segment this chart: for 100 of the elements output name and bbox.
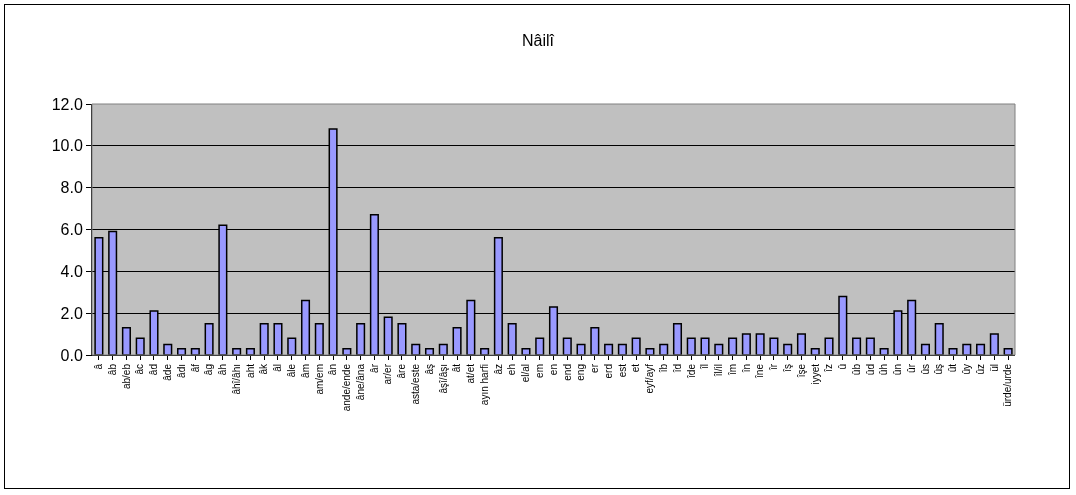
x-tick-label: est xyxy=(616,363,628,378)
x-tick-label: ûz xyxy=(974,364,986,375)
x-tick-label: at/et xyxy=(465,363,477,384)
y-tick-label: 4.0 xyxy=(60,262,83,280)
bar xyxy=(714,343,724,355)
x-tick-label: îl/il xyxy=(713,364,725,378)
y-tick-label: 10.0 xyxy=(51,137,83,155)
bar xyxy=(672,322,683,355)
x-tick-label: et xyxy=(630,363,642,373)
bar xyxy=(617,343,627,355)
x-tick-label: ande/ende xyxy=(341,363,353,412)
x-tick-label: îm xyxy=(726,364,738,377)
bar xyxy=(397,322,407,355)
x-tick-label: ûr xyxy=(905,363,917,373)
bar xyxy=(204,322,214,355)
bar xyxy=(741,333,751,355)
bar xyxy=(121,327,131,355)
x-tick-label: er xyxy=(589,363,601,373)
x-tick-label: ûh xyxy=(878,364,890,376)
x-tick-label: îne xyxy=(754,363,766,379)
bar xyxy=(920,343,930,355)
x-tick-label: âl xyxy=(272,364,284,372)
bar xyxy=(631,337,641,355)
x-tick-label: ân xyxy=(327,364,339,376)
bar xyxy=(962,343,972,355)
x-tick-label: âşî/âşı xyxy=(437,364,449,394)
x-tick-label: âde xyxy=(162,363,174,381)
x-tick-label: âf xyxy=(189,363,201,373)
bar xyxy=(976,343,986,355)
chart-title: Nâilî xyxy=(521,31,555,49)
x-tick-label: aht xyxy=(244,363,256,378)
x-tick-label: âc xyxy=(134,364,146,375)
bar xyxy=(604,343,614,355)
x-tick-label: îde xyxy=(685,363,697,379)
x-tick-label: âş xyxy=(423,364,435,375)
x-tick-label: â xyxy=(93,363,105,370)
bar xyxy=(438,343,448,355)
x-tick-label: ayın harfi xyxy=(478,364,490,406)
x-tick-label: eng xyxy=(575,364,587,381)
x-tick-label: âk xyxy=(258,363,270,375)
x-tick-label: âb xyxy=(106,363,118,376)
x-tick-label: eh xyxy=(506,364,518,376)
y-tick-label: 0.0 xyxy=(60,346,83,364)
bar xyxy=(796,333,807,355)
bar xyxy=(576,343,586,355)
bar xyxy=(948,347,958,355)
bar xyxy=(273,322,283,355)
bar xyxy=(163,343,173,355)
x-tick-label: end xyxy=(561,364,573,381)
x-tick-label: asta/este xyxy=(409,363,421,405)
x-tick-label: âd xyxy=(148,364,160,376)
bar xyxy=(700,337,710,355)
x-tick-label: îd xyxy=(671,364,683,374)
x-tick-label: en xyxy=(547,364,559,376)
x-tick-label: ar/er xyxy=(382,363,394,385)
x-tick-label: ab/eb xyxy=(120,363,132,390)
bar xyxy=(590,327,600,355)
x-tick-label: âh xyxy=(217,364,229,376)
bar xyxy=(287,337,297,355)
x-tick-label: ûn xyxy=(892,364,904,376)
bar xyxy=(535,337,545,355)
bar xyxy=(852,337,862,355)
x-tick-label: eyf/ayf xyxy=(644,363,656,394)
bar xyxy=(314,322,324,355)
x-tick-label: îl xyxy=(699,364,711,370)
bar xyxy=(259,322,269,355)
bar xyxy=(865,337,875,355)
x-tick-label: ûs xyxy=(919,364,931,375)
x-tick-label: ûş xyxy=(933,364,945,375)
bar xyxy=(755,333,765,355)
x-tick-label: el/al xyxy=(520,364,532,383)
x-tick-label: âle xyxy=(286,363,297,378)
x-tick-label: ûb xyxy=(850,363,862,376)
bar xyxy=(934,322,944,355)
x-tick-label: ürde/urde xyxy=(1002,363,1014,407)
bar xyxy=(356,322,366,355)
bar xyxy=(989,333,999,355)
x-tick-label: ût xyxy=(947,363,959,373)
x-tick-label: ül xyxy=(988,364,1000,372)
x-tick-label: îr xyxy=(768,363,780,372)
x-tick-label: âdı xyxy=(175,364,187,378)
x-tick-label: âne/âna xyxy=(354,363,366,401)
x-tick-label: âm xyxy=(299,364,311,378)
bar xyxy=(783,343,793,355)
bar xyxy=(769,337,779,355)
x-tick-label: îş xyxy=(781,364,793,373)
bar xyxy=(686,337,696,355)
x-tick-label: am/em xyxy=(313,364,325,395)
bar xyxy=(824,337,834,355)
x-tick-label: erd xyxy=(602,364,614,379)
x-tick-label: ûd xyxy=(864,364,876,376)
x-tick-label: în xyxy=(740,364,752,374)
x-tick-label: âz xyxy=(492,364,504,375)
y-tick-label: 8.0 xyxy=(60,179,83,197)
bar xyxy=(452,327,462,355)
x-tick-label: îşe xyxy=(795,363,807,379)
bar xyxy=(659,343,669,355)
x-tick-label: âhî/âhı xyxy=(230,364,242,395)
x-tick-label: âg xyxy=(203,364,215,376)
x-tick-label: ât xyxy=(451,363,463,373)
